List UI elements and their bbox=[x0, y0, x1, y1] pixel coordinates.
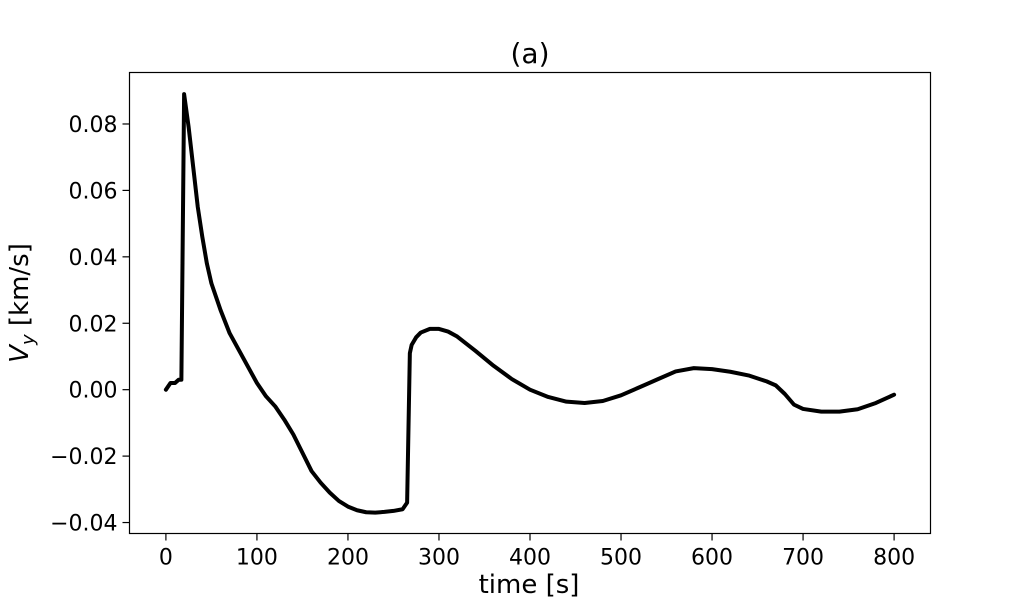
x-axis-label: time [s] bbox=[479, 570, 580, 600]
y-tick-label: 0.02 bbox=[69, 312, 118, 337]
y-axis: −0.04 −0.02 0.00 0.02 0.04 0.06 0.08 bbox=[50, 113, 130, 537]
x-tick-label: 200 bbox=[327, 546, 369, 571]
plot-frame bbox=[128, 71, 932, 535]
x-tick-label: 0 bbox=[159, 546, 173, 571]
y-tick-label: −0.04 bbox=[50, 512, 117, 537]
chart-title: (a) bbox=[510, 37, 549, 70]
x-tick-label: 300 bbox=[418, 546, 460, 571]
y-tick-label: 0.00 bbox=[69, 379, 118, 404]
x-axis: 0 100 200 300 400 500 600 700 800 bbox=[159, 533, 915, 571]
x-tick-label: 600 bbox=[691, 546, 733, 571]
y-axis-label: Vy [km/s] bbox=[5, 243, 39, 363]
y-tick-label: −0.02 bbox=[50, 445, 117, 470]
y-tick-label: 0.08 bbox=[69, 113, 118, 138]
x-tick-label: 800 bbox=[873, 546, 915, 571]
y-axis-label-unit: [km/s] bbox=[5, 243, 35, 334]
y-tick-label: 0.06 bbox=[69, 179, 118, 204]
x-tick-label: 500 bbox=[600, 546, 642, 571]
y-tick-label: 0.04 bbox=[69, 246, 118, 271]
y-axis-label-main: V bbox=[5, 343, 35, 363]
x-tick-label: 100 bbox=[236, 546, 278, 571]
series-line bbox=[163, 92, 897, 515]
x-tick-label: 700 bbox=[782, 546, 824, 571]
x-tick-label: 400 bbox=[509, 546, 551, 571]
y-axis-label-sub: y bbox=[18, 334, 39, 346]
